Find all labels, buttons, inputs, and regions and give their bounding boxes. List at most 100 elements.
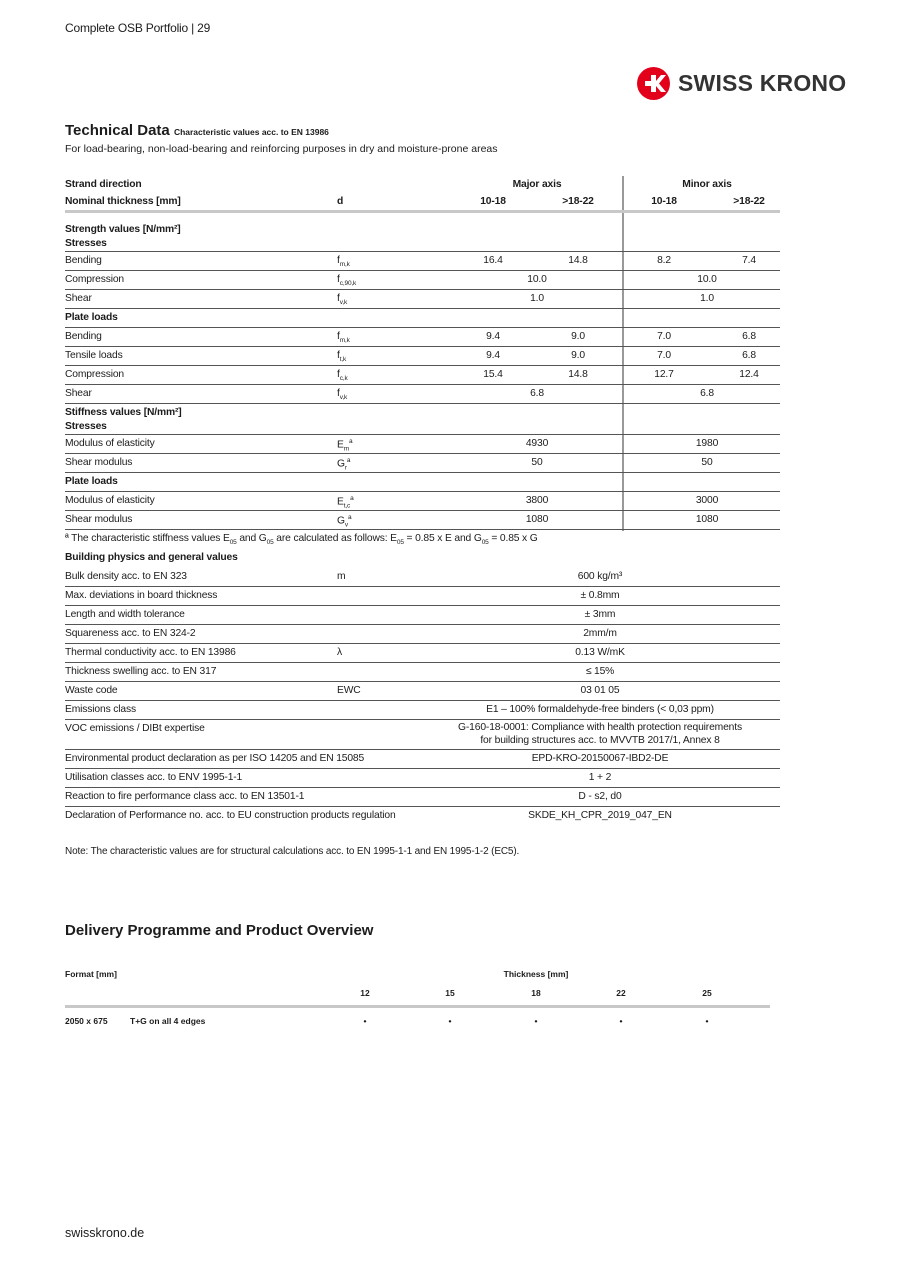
row-value: 0.13 W/mK — [575, 647, 625, 658]
symbol-main: G — [337, 458, 345, 470]
page-header: Complete OSB Portfolio | 29 — [65, 21, 211, 35]
thickness-col-header: 10-18 — [651, 196, 677, 207]
minor-axis-value: 1980 — [695, 438, 719, 449]
row-value: D - s2, d0 — [578, 791, 621, 802]
footnote-part: 05 — [396, 539, 404, 547]
thickness-col-header: >18-22 — [562, 196, 594, 207]
symbol-main: f — [337, 255, 340, 266]
row-symbol: fm,k — [337, 331, 350, 344]
row-label: Squareness acc. to EN 324-2 — [65, 628, 196, 639]
general-row: Declaration of Performance no. acc. to E… — [65, 807, 780, 826]
footnote-part: 05 — [266, 539, 274, 547]
table-row: Modulus of elasticity Et,ca 3800 3000 — [65, 492, 780, 511]
table-row: Modulus of elasticity Ema 4930 1980 — [65, 435, 780, 454]
major-axis-value: 3800 — [525, 495, 549, 506]
footnote: ª The characteristic stiffness values E0… — [65, 530, 780, 549]
cell-value: 7.0 — [657, 331, 671, 342]
value-line: 1 + 2 — [588, 772, 612, 783]
row-value: EPD-KRO-20150067-IBD2-DE — [532, 753, 669, 764]
row-label: Shear — [65, 293, 92, 304]
availability-dot: • — [619, 1016, 623, 1026]
general-row: Bulk density acc. to EN 323 m 600 kg/m³ — [65, 568, 780, 587]
thickness-col-header: 10-18 — [480, 196, 506, 207]
row-value: ± 0.8mm — [581, 590, 620, 601]
logo-wordmark: SWISS KRONO — [678, 69, 847, 96]
symbol-main: f — [337, 388, 340, 399]
cell-value: 7.4 — [742, 255, 756, 266]
section-heading: Plate loads — [65, 309, 780, 328]
cell-value: 6.8 — [742, 350, 756, 361]
minor-axis-header: Minor axis — [682, 179, 732, 190]
row-symbol: fm,k — [337, 255, 350, 268]
cell-value: 9.4 — [486, 331, 500, 342]
thickness-header: Thickness [mm] — [503, 969, 569, 979]
row-label: Length and width tolerance — [65, 609, 185, 620]
cell-value: 7.0 — [657, 350, 671, 361]
edge-profile: T+G on all 4 edges — [130, 1016, 206, 1026]
row-label: Emissions class — [65, 704, 136, 715]
section-subtitle: Stresses — [65, 421, 107, 432]
divider-line — [65, 1005, 770, 1008]
row-label: Thickness swelling acc. to EN 317 — [65, 666, 217, 677]
value-line: D - s2, d0 — [578, 791, 622, 802]
value-line: 2mm/m — [583, 628, 617, 639]
general-row: Emissions class E1 – 100% formaldehyde-fr… — [65, 701, 780, 720]
general-row: Thermal conductivity acc. to EN 13986 λ 0.… — [65, 644, 780, 663]
thickness-value: 15 — [445, 988, 455, 998]
delivery-row: 2050 x 675 T+G on all 4 edges • • • • • — [65, 1014, 770, 1033]
row-value: 03 01 05 — [581, 685, 620, 696]
row-symbol: m — [337, 571, 346, 582]
value-line: ≤ 15% — [585, 666, 615, 677]
cell-value: 14.8 — [568, 255, 588, 266]
cell-value: 8.2 — [657, 255, 671, 266]
thickness-values-row: 12 15 18 22 25 — [65, 986, 770, 1005]
availability-dot: • — [534, 1016, 538, 1026]
header-label: Nominal thickness [mm] — [65, 196, 181, 207]
symbol-main: f — [337, 331, 340, 342]
row-value: G-160-18-0001: Compliance with health pr… — [458, 721, 742, 747]
value-line: EPD-KRO-20150067-IBD2-DE — [531, 753, 669, 764]
section-title: Building physics and general values — [65, 552, 238, 563]
header-label: Strand direction — [65, 179, 142, 190]
table-row: Compression fc,k 15.4 14.8 12.7 12.4 — [65, 366, 780, 385]
row-symbol: fc,90,k — [337, 274, 356, 287]
row-symbol: Gva — [337, 514, 352, 528]
symbol-subscript: m,k — [339, 261, 350, 269]
thickness-col-header: >18-22 — [733, 196, 765, 207]
symbol-subscript: m,k — [339, 337, 350, 345]
row-label: Shear modulus — [65, 514, 133, 525]
general-row: Squareness acc. to EN 324-2 2mm/m — [65, 625, 780, 644]
general-row: VOC emissions / DIBt expertise G-160-18-0… — [65, 720, 780, 750]
symbol-superscript: a — [350, 495, 354, 502]
thickness-value: 25 — [702, 988, 712, 998]
major-axis-value: 1080 — [525, 514, 549, 525]
row-label: Tensile loads — [65, 350, 123, 361]
format-value: 2050 x 675 — [65, 1016, 108, 1026]
availability-dot: • — [363, 1016, 367, 1026]
thickness-value: 18 — [531, 988, 541, 998]
format-header: Format [mm] — [65, 969, 117, 979]
cell-value: 12.4 — [739, 369, 759, 380]
symbol-main: f — [337, 350, 340, 361]
row-symbol: Et,ca — [337, 495, 354, 509]
section-subtitle: Stresses — [65, 238, 107, 249]
value-line: 03 01 05 — [580, 685, 620, 696]
row-symbol: EWC — [337, 685, 361, 696]
cell-value: 14.8 — [568, 369, 588, 380]
row-label: Bulk density acc. to EN 323 — [65, 571, 187, 582]
row-label: Max. deviations in board thickness — [65, 590, 218, 601]
footnote-part: 05 — [481, 539, 489, 547]
row-label: Thermal conductivity acc. to EN 13986 — [65, 647, 236, 658]
row-label: Modulus of elasticity — [65, 495, 155, 506]
row-value: E1 – 100% formaldehyde-free binders (< 0… — [486, 704, 714, 715]
general-row: Environmental product declaration as per… — [65, 750, 780, 769]
symbol-superscript: a — [348, 438, 353, 445]
footnote-part: 05 — [229, 539, 237, 547]
minor-axis-value: 6.8 — [700, 388, 714, 399]
row-label: Modulus of elasticity — [65, 438, 155, 449]
row-symbol: Gra — [337, 457, 351, 471]
availability-dot: • — [448, 1016, 452, 1026]
row-value: ≤ 15% — [585, 666, 615, 677]
row-value: 1 + 2 — [588, 772, 612, 783]
title-note: Characteristic values acc. to EN 13986 — [173, 127, 329, 137]
